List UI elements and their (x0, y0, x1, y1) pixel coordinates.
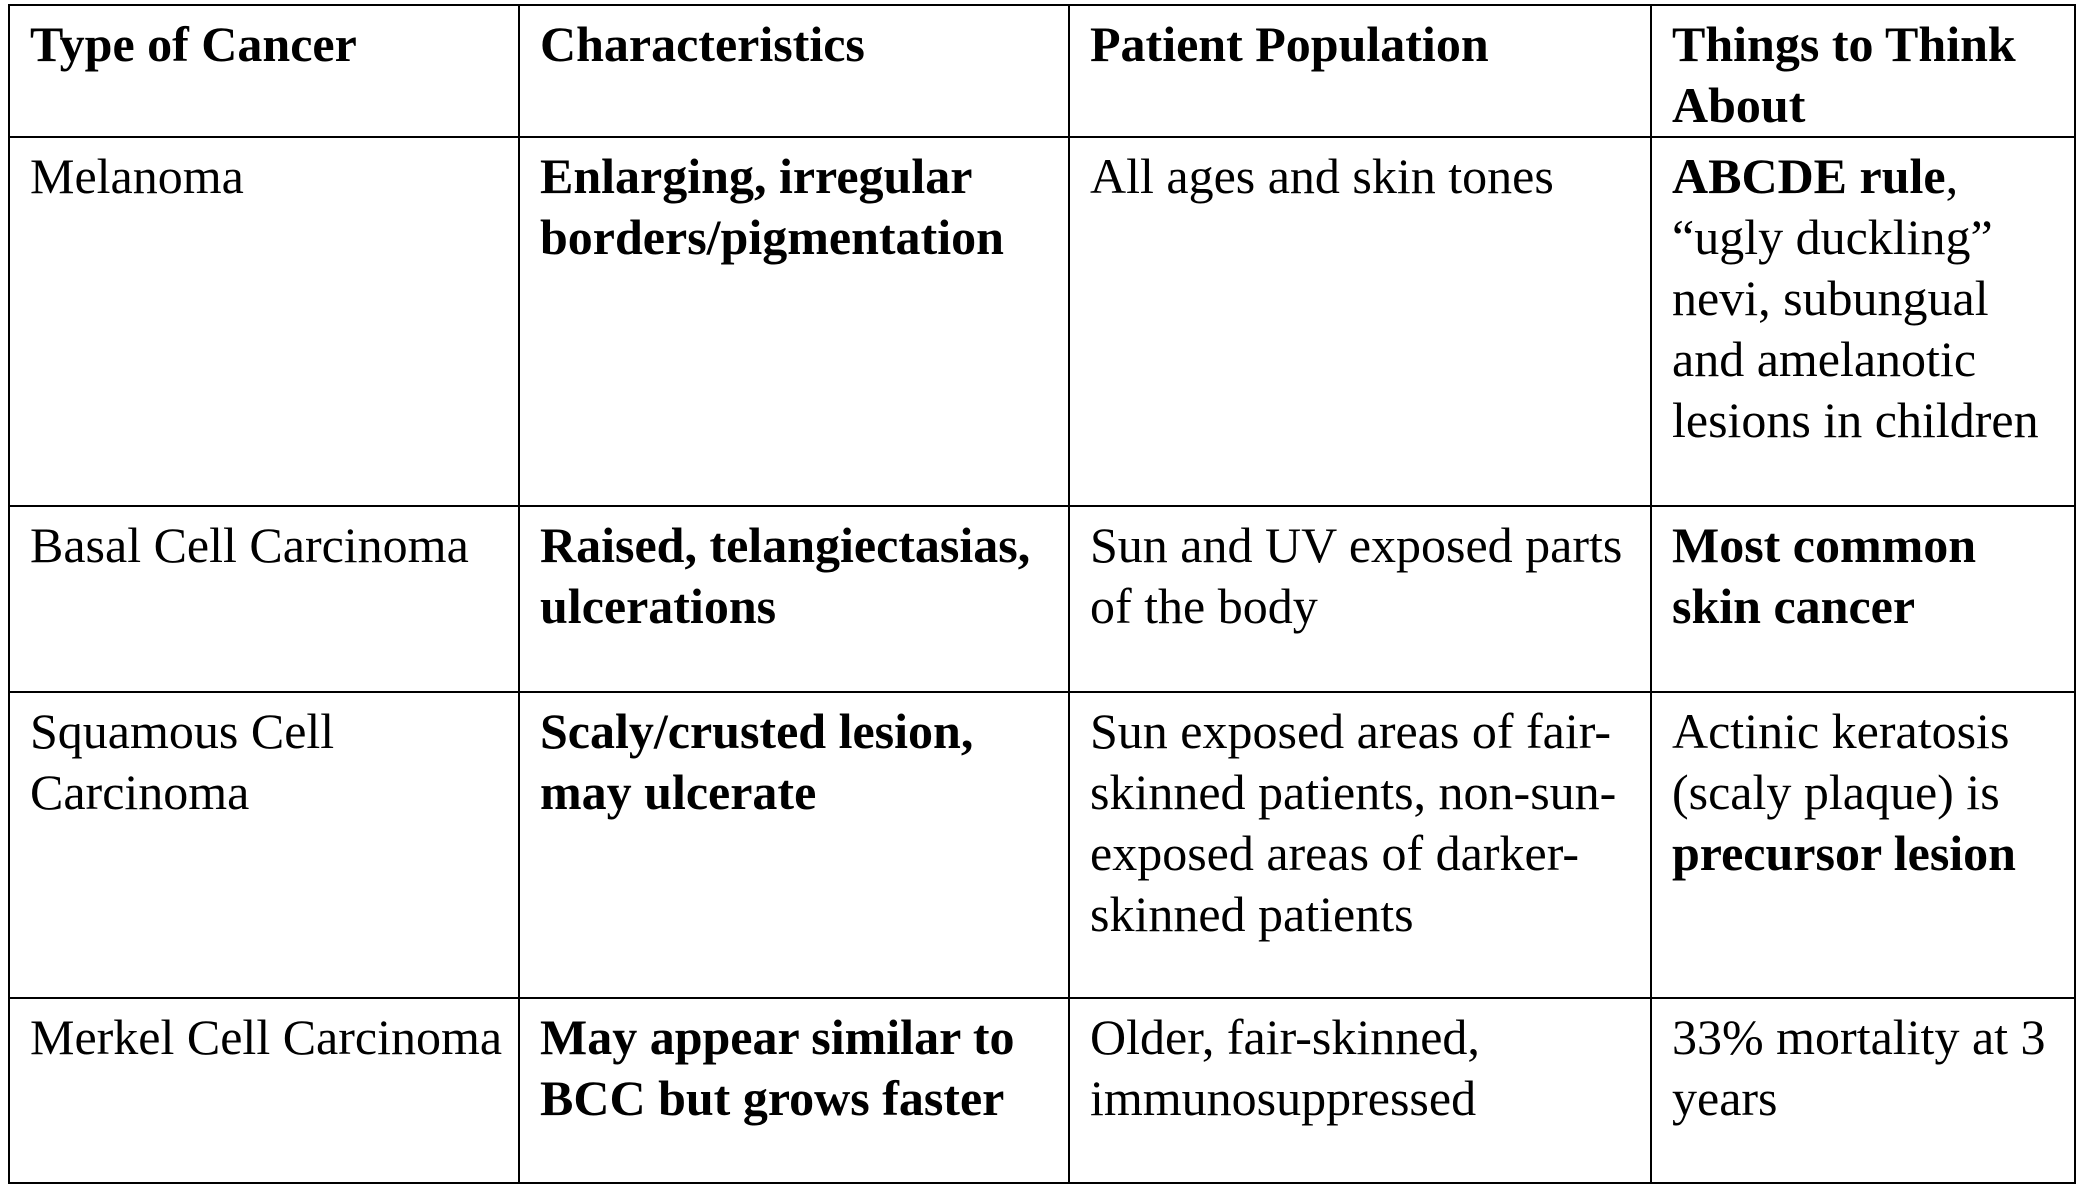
cell-characteristics: Scaly/crusted lesion, may ulcerate (518, 691, 1070, 999)
table-row: Melanoma Enlarging, irregular borders/pi… (8, 136, 2076, 507)
cell-notes: Actinic keratosis (scaly plaque) is prec… (1650, 691, 2076, 999)
notes-text: Actinic keratosis (scaly plaque) is (1672, 703, 2010, 820)
cell-notes: ABCDE rule, “ugly duckling” nevi, subung… (1650, 136, 2076, 507)
cell-notes: Most common skin cancer (1650, 505, 2076, 693)
notes-bold-text: precursor lesion (1672, 825, 2016, 881)
header-population: Patient Population (1068, 4, 1652, 138)
table-row: Squamous Cell Carcinoma Scaly/crusted le… (8, 691, 2076, 999)
header-things-to-think: Things to Think About (1650, 4, 2076, 138)
cell-population: Sun exposed areas of fair-skinned patien… (1068, 691, 1652, 999)
cell-type: Basal Cell Carcinoma (8, 505, 520, 693)
cell-characteristics: Enlarging, irregular borders/pigmentatio… (518, 136, 1070, 507)
cell-type: Melanoma (8, 136, 520, 507)
header-type: Type of Cancer (8, 4, 520, 138)
notes-text: 33% mortality at 3 years (1672, 1009, 2046, 1126)
table-row: Basal Cell Carcinoma Raised, telangiecta… (8, 505, 2076, 693)
cell-characteristics: May appear similar to BCC but grows fast… (518, 997, 1070, 1184)
table-row: Merkel Cell Carcinoma May appear similar… (8, 997, 2076, 1184)
cell-population: Older, fair-skinned, immunosuppressed (1068, 997, 1652, 1184)
notes-bold-text: Most common skin cancer (1672, 517, 1977, 634)
cell-population: All ages and skin tones (1068, 136, 1652, 507)
header-characteristics: Characteristics (518, 4, 1070, 138)
notes-text: , “ugly duckling” nevi, subungual and am… (1672, 148, 2039, 448)
table-header-row: Type of Cancer Characteristics Patient P… (8, 4, 2076, 138)
cell-type: Squamous Cell Carcinoma (8, 691, 520, 999)
cell-notes: 33% mortality at 3 years (1650, 997, 2076, 1184)
cell-characteristics: Raised, telangiectasias, ulcerations (518, 505, 1070, 693)
notes-bold-text: ABCDE rule (1672, 148, 1946, 204)
cancer-comparison-table: Type of Cancer Characteristics Patient P… (8, 4, 2076, 1184)
cell-type: Merkel Cell Carcinoma (8, 997, 520, 1184)
cell-population: Sun and UV exposed parts of the body (1068, 505, 1652, 693)
